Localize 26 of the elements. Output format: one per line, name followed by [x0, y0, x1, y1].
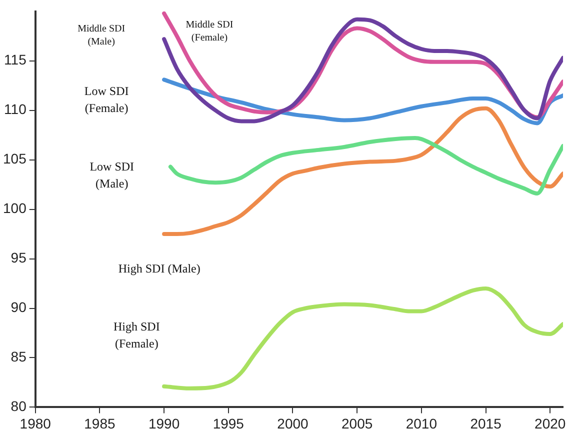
x-tick-label: 2015: [470, 415, 502, 432]
y-tick-label: 110: [4, 101, 27, 118]
y-tick-label: 85: [10, 348, 27, 365]
x-tick-label: 1995: [212, 415, 244, 432]
x-tick-label: 1990: [148, 415, 180, 432]
annotation: High SDI (Male): [118, 262, 200, 276]
x-tick-label: 2000: [277, 415, 309, 432]
annotation: High SDI (Female): [113, 320, 160, 351]
x-tick-label: 2005: [342, 415, 373, 432]
x-tick-label: 2010: [406, 415, 438, 432]
line-series: [162, 106, 563, 236]
x-tick-label: 1985: [84, 415, 116, 432]
x-tick-label: 1980: [20, 415, 52, 432]
line-series: [168, 136, 563, 196]
y-tick-label: 90: [10, 299, 27, 316]
annotation: Middle SDI (Male): [78, 23, 126, 48]
y-tick-label: 105: [3, 150, 27, 167]
y-tick-label: 95: [10, 250, 27, 266]
line-series: [162, 286, 563, 390]
y-tick-label: 115: [4, 52, 27, 68]
annotation: Middle SDI (Female): [186, 19, 234, 44]
annotation: Low SDI (Male): [90, 159, 134, 190]
annotation: Low SDI (Female): [84, 84, 129, 116]
y-tick-label: 100: [3, 200, 27, 216]
x-tick-label: 2020: [534, 415, 566, 432]
y-tick-label: 80: [10, 398, 27, 414]
